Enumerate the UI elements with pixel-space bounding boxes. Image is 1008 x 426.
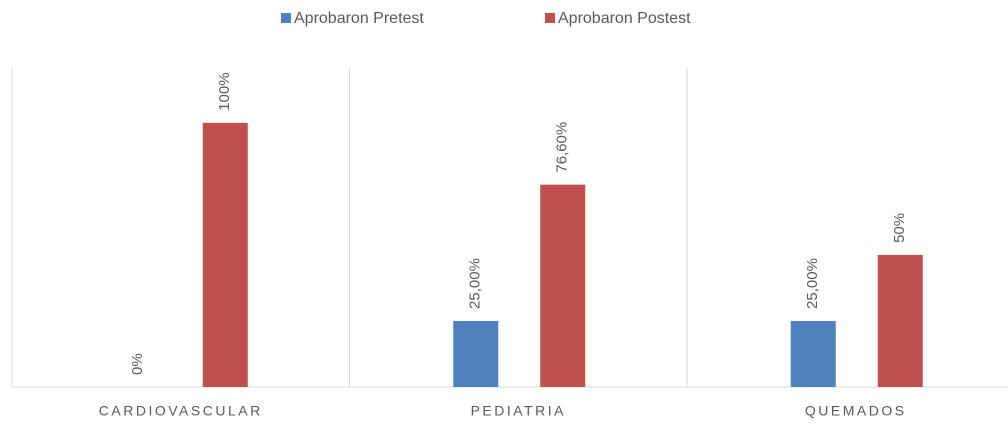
x-tick-label: CARDIOVASCULAR <box>99 403 263 419</box>
bar <box>540 184 586 387</box>
bar <box>790 320 836 387</box>
data-label: 50% <box>891 213 908 243</box>
data-label: 0% <box>129 353 146 375</box>
x-tick-label: PEDIATRIA <box>471 403 566 419</box>
legend-label: Aprobaron Postest <box>558 10 691 27</box>
legend-swatch <box>281 13 291 23</box>
data-label: 25,00% <box>467 258 484 309</box>
data-label: 25,00% <box>804 258 821 309</box>
legend-swatch <box>545 13 555 23</box>
data-label: 76,60% <box>554 122 571 173</box>
x-tick-label: QUEMADOS <box>805 403 907 419</box>
legend-label: Aprobaron Pretest <box>294 10 424 27</box>
bar <box>877 254 923 387</box>
bar <box>202 122 248 387</box>
bar <box>453 320 499 387</box>
data-label: 100% <box>216 72 233 110</box>
